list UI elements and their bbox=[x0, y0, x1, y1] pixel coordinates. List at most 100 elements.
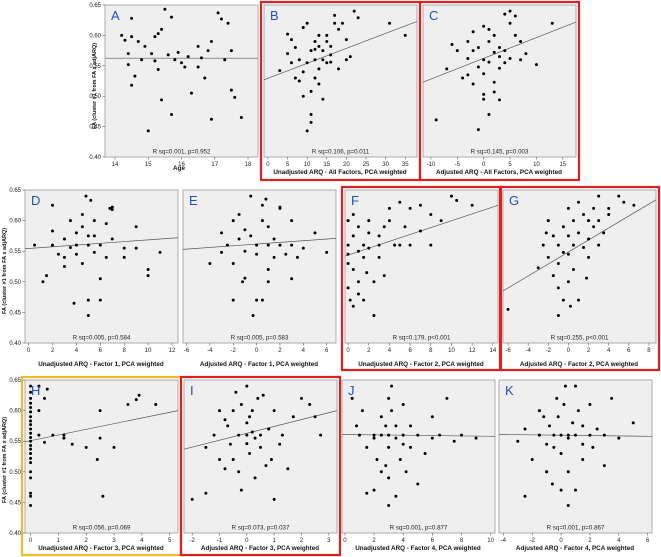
data-point bbox=[348, 298, 352, 302]
data-point bbox=[492, 50, 496, 54]
data-point bbox=[158, 250, 162, 254]
x-tick-label: 0 bbox=[567, 348, 571, 354]
data-point bbox=[552, 445, 556, 449]
data-point bbox=[317, 67, 321, 71]
x-tick-label: 0 bbox=[27, 348, 31, 354]
x-tick-label: -6 bbox=[505, 348, 511, 354]
data-point bbox=[408, 206, 412, 210]
data-point bbox=[108, 206, 112, 210]
data-point bbox=[256, 396, 260, 400]
data-point bbox=[546, 219, 550, 223]
regression-line bbox=[182, 237, 337, 250]
data-point bbox=[337, 27, 341, 31]
data-point bbox=[394, 436, 398, 440]
x-tick-label: 14 bbox=[489, 348, 496, 354]
stat-text: R sq=0.255, p<0.001 bbox=[551, 335, 609, 342]
data-point bbox=[272, 255, 276, 259]
x-tick-label: 6 bbox=[431, 538, 435, 544]
data-point bbox=[617, 436, 621, 440]
data-point bbox=[98, 277, 102, 281]
plot-area bbox=[183, 379, 338, 534]
x-tick-label: 6 bbox=[627, 348, 631, 354]
data-point bbox=[112, 445, 116, 449]
x-tick-label: 12 bbox=[469, 348, 476, 354]
data-point bbox=[566, 280, 570, 284]
data-point bbox=[450, 43, 454, 47]
x-tick-label: 30 bbox=[382, 162, 389, 168]
data-point bbox=[317, 44, 321, 48]
data-point bbox=[482, 58, 486, 62]
data-point bbox=[196, 44, 200, 48]
data-point bbox=[498, 46, 501, 50]
x-tick-label: -2 bbox=[231, 348, 237, 354]
data-point bbox=[401, 402, 405, 406]
regression-line bbox=[502, 199, 657, 292]
x-tick-label: -10 bbox=[427, 162, 436, 168]
data-point bbox=[610, 396, 614, 400]
x-tick-label: -5 bbox=[455, 162, 461, 168]
data-point bbox=[476, 128, 480, 132]
data-point bbox=[146, 129, 150, 133]
panel-h: 0 1 2 3 4 5 0.40 0.45 0.50 0.55 0.60 0.65 H R sq=0.05… bbox=[9, 378, 179, 552]
data-point bbox=[351, 304, 355, 308]
y-tick-label: 0.50 bbox=[9, 470, 21, 476]
plot-area bbox=[422, 4, 577, 158]
data-point bbox=[352, 9, 356, 13]
panel-c: -10 -5 0 5 10 15 C R sq=0.145, p=0.003 Adjusted … bbox=[422, 4, 577, 176]
data-point bbox=[519, 39, 523, 43]
data-point bbox=[387, 206, 391, 210]
x-tick-label: 10 bbox=[533, 162, 540, 168]
data-point bbox=[136, 39, 140, 43]
data-point bbox=[209, 39, 213, 43]
x-tick-label: 10 bbox=[487, 538, 494, 544]
data-point bbox=[29, 503, 33, 507]
data-point bbox=[591, 445, 595, 449]
data-point bbox=[566, 234, 570, 238]
x-tick-label: 0 bbox=[266, 162, 270, 168]
data-point bbox=[95, 458, 99, 462]
x-tick-label: 8 bbox=[460, 538, 464, 544]
x-axis-label: Adjusted ARQ - All Factors, PCA weighted bbox=[436, 169, 562, 176]
x-tick-label: 16 bbox=[178, 162, 185, 168]
panel-letter: A bbox=[111, 8, 120, 23]
data-point bbox=[92, 250, 96, 254]
data-point bbox=[482, 97, 486, 101]
data-point bbox=[245, 384, 249, 388]
data-point bbox=[524, 52, 528, 56]
x-tick-label: 2 bbox=[372, 538, 376, 544]
data-point bbox=[503, 12, 507, 16]
data-point bbox=[259, 445, 262, 449]
data-point bbox=[50, 243, 54, 247]
data-point bbox=[228, 442, 232, 446]
data-point bbox=[286, 467, 290, 471]
data-point bbox=[482, 92, 486, 96]
panel-b: 0 5 10 15 20 25 30 35 B R sq=0.106, p=0.011 Unadju… bbox=[263, 4, 418, 176]
x-tick-label: 4 bbox=[140, 538, 144, 544]
data-point bbox=[29, 436, 33, 440]
x-tick-label: 12 bbox=[169, 348, 176, 354]
data-point bbox=[42, 396, 46, 400]
data-point bbox=[348, 55, 352, 59]
panel-letter: D bbox=[31, 193, 40, 208]
data-point bbox=[321, 58, 325, 62]
data-point bbox=[289, 61, 293, 65]
data-point bbox=[261, 393, 265, 397]
data-point bbox=[89, 198, 93, 202]
data-point bbox=[29, 470, 33, 474]
data-point bbox=[223, 418, 227, 422]
data-point bbox=[241, 280, 245, 284]
y-tick-label: 0.40 bbox=[9, 531, 21, 537]
panel-e: -6 -4 -2 0 2 4 6 E R sq=0.005, p=0.583 Adjusted A… bbox=[182, 189, 337, 368]
data-point bbox=[305, 61, 309, 65]
x-tick-label: 5 bbox=[168, 538, 172, 544]
data-point bbox=[321, 49, 325, 53]
panel-letter: F bbox=[351, 193, 359, 208]
x-tick-label: 0 bbox=[245, 538, 249, 544]
panel-letter: I bbox=[190, 383, 194, 398]
data-point bbox=[325, 61, 329, 65]
data-point bbox=[309, 112, 313, 116]
x-tick-label: 6 bbox=[99, 348, 103, 354]
x-tick-label: 4 bbox=[402, 538, 406, 544]
data-point bbox=[561, 225, 565, 229]
data-point bbox=[126, 52, 130, 56]
